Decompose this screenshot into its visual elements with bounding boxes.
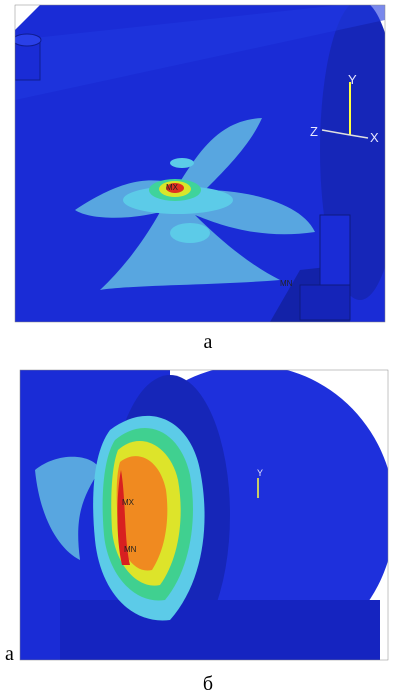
figure: MX MN Y Z X а MX MN Y а б [0,0,403,695]
axis-y: Y [257,468,263,478]
caption-b: б [203,673,213,695]
axis-y: Y [348,72,357,87]
axis-z: Z [310,124,318,139]
side-label: а [5,643,14,665]
max-marker: MX [166,183,179,192]
axis-x: X [370,130,379,145]
caption-a: а [204,331,213,353]
min-marker: MN [280,279,293,288]
panel-b-image [20,365,395,665]
panel-a-image [13,0,400,322]
min-marker: MN [124,545,137,554]
max-marker: MX [122,498,135,507]
